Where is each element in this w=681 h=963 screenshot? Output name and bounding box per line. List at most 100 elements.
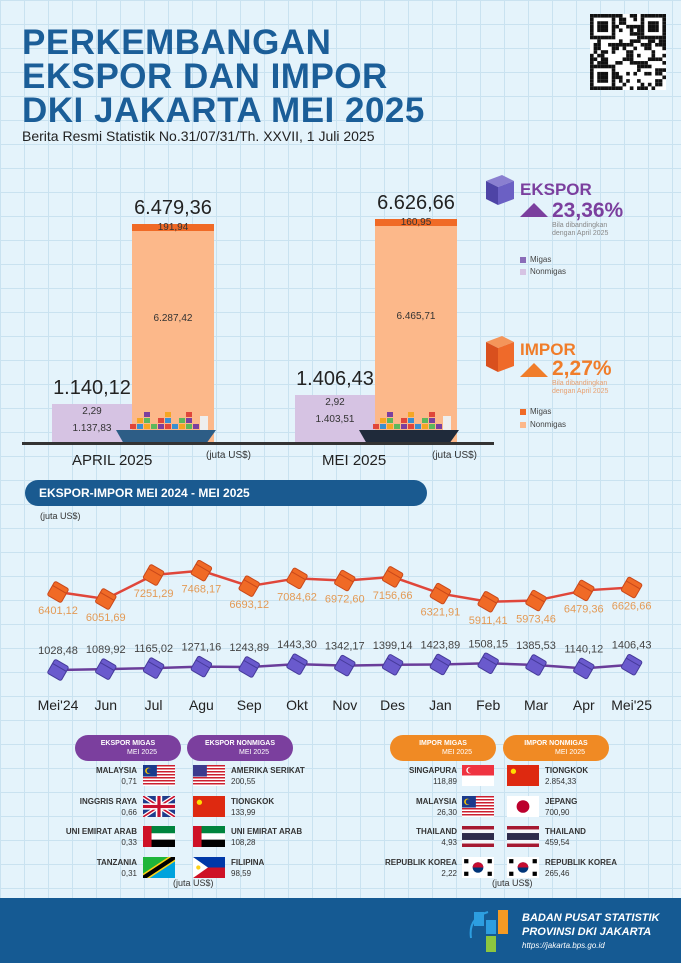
ekspor-point[interactable] [620,576,643,599]
x-tick-label: Des [380,697,405,713]
legend-impor-migas: Migas [520,407,551,416]
ekspor-point[interactable] [47,581,69,603]
ekspor-migas-value: 160,95 [400,217,432,229]
x-tick-label: Jul [145,697,163,713]
x-tick-label: Jun [95,697,118,713]
org-url[interactable]: https://jakarta.bps.go.id [522,941,605,950]
x-tick-label: Agu [189,697,214,713]
impor-point[interactable] [334,654,356,677]
bps-logo-icon [469,910,508,952]
impor-data-label: 1028,48 [38,645,78,657]
partner-value: 108,28 [231,838,256,847]
unit-label: (juta US$) [432,450,478,461]
partner-entry: UNI EMIRAT ARAB 108,28 [231,826,302,848]
x-tick-label: Nov [332,697,357,713]
period-label: MEI 2025 [322,452,387,469]
impor-point[interactable] [47,659,69,681]
ekspor-point[interactable] [429,582,452,605]
impor-point[interactable] [238,656,260,678]
footer: BADAN PUSAT STATISTIK PROVINSI DKI JAKAR… [0,898,681,963]
flag-korea-icon [507,856,539,878]
impor-data-label: 1243,89 [229,642,269,654]
ekspor-migas-bar [375,219,457,227]
impor-data-label: 1385,53 [516,640,556,652]
impor-note: Bila dibandingkan dengan April 2025 [552,380,609,395]
qr-code-icon[interactable] [590,14,666,90]
legend-ekspor-migas: Migas [520,255,551,264]
impor-point[interactable] [190,655,213,678]
ekspor-total: 6.479,36 [134,197,212,220]
partner-value: 118,89 [433,777,457,786]
impor-point[interactable] [429,653,452,676]
ekspor-nonmigas-bar [132,224,214,442]
partner-country: THAILAND [416,827,457,836]
impor-nonmigas-value: 1.403,51 [315,413,355,425]
partner-country: TIONGKOK [231,796,275,806]
impor-point[interactable] [477,652,499,674]
impor-data-label: 1342,17 [325,641,365,653]
ekspor-point[interactable] [573,579,595,602]
partner-value: 0,31 [121,868,137,878]
partner-country: REPUBLIK KOREA [384,857,457,867]
ekspor-point[interactable] [238,575,260,597]
impor-data-label: 1271,16 [182,642,222,654]
ekspor-data-label: 6972,60 [325,594,365,606]
impor-total: 1.140,12 [53,376,131,399]
partner-country: SINGAPURA [408,766,457,775]
group-sub: MEI 2025 [555,749,585,756]
ekspor-nonmigas-bar [375,219,457,442]
line-chart-title: EKSPOR-IMPOR MEI 2024 - MEI 2025 [25,480,427,506]
ekspor-data-label: 6051,69 [86,612,126,624]
ekspor-point[interactable] [334,569,356,592]
ekspor-point[interactable] [95,588,117,610]
ekspor-point[interactable] [381,566,404,588]
flag-uk-icon [143,795,175,817]
partner-value: 2.854,33 [545,777,577,786]
group-header-impor-nonmigas: IMPOR NONMIGAS MEI 2025 [503,735,609,761]
container-purple-icon [486,175,514,205]
partner-entry: TANZANIA 0,31 [97,857,137,879]
impor-point[interactable] [381,654,404,676]
legend-impor-nonmigas: Nonmigas [520,420,566,429]
org-region: PROVINSI DKI JAKARTA [522,926,652,938]
partner-entry: SINGAPURA 118,89 [409,765,457,787]
impor-point[interactable] [286,653,308,675]
ekspor-migas-value: 191,94 [157,222,189,234]
flag-thailand-icon [507,826,539,847]
impor-data-label: 1508,15 [468,638,508,650]
impor-point[interactable] [573,657,595,680]
impor-migas-value: 2,29 [82,405,102,417]
impor-point[interactable] [95,658,117,680]
group-title: EKSPOR NONMIGAS [204,740,275,747]
partner-country: AMERIKA SERIKAT [231,766,305,775]
ekspor-total: 6.626,66 [377,192,455,215]
ekspor-nonmigas-value: 6.287,42 [153,313,193,325]
group-title: EKSPOR MIGAS [100,740,156,747]
partner-value: 459,54 [545,838,570,847]
ekspor-point[interactable] [525,589,547,612]
period-label: APRIL 2025 [72,452,153,469]
ekspor-data-label: 6321,91 [421,607,461,619]
partner-value: 4,93 [441,838,457,847]
ekspor-point[interactable] [142,564,165,586]
ekspor-point[interactable] [190,559,213,582]
partner-entry: TIONGKOK 133,99 [231,796,274,818]
ekspor-data-label: 5911,41 [469,615,508,627]
ekspor-point[interactable] [477,591,499,613]
flag-malaysia-icon [462,795,494,817]
partner-entry: UNI EMIRAT ARAB 0,33 [66,826,137,848]
partner-country: REPUBLIK KOREA [545,857,618,867]
partner-value: 0,33 [121,838,137,847]
partner-entry: TIONGKOK 2.854,33 [545,765,588,787]
impor-point[interactable] [525,654,547,676]
line-chart-unit: (juta US$) [40,511,81,521]
ekspor-point[interactable] [286,567,308,590]
impor-data-label: 1165,02 [134,643,173,655]
partner-country: MALAYSIA [95,766,137,775]
partner-value: 700,90 [545,807,570,817]
partner-value: 133,99 [231,807,256,817]
impor-point[interactable] [620,654,643,676]
impor-point[interactable] [142,657,165,679]
partner-country: THAILAND [545,827,586,836]
partner-entry: JEPANG 700,90 [545,796,577,818]
